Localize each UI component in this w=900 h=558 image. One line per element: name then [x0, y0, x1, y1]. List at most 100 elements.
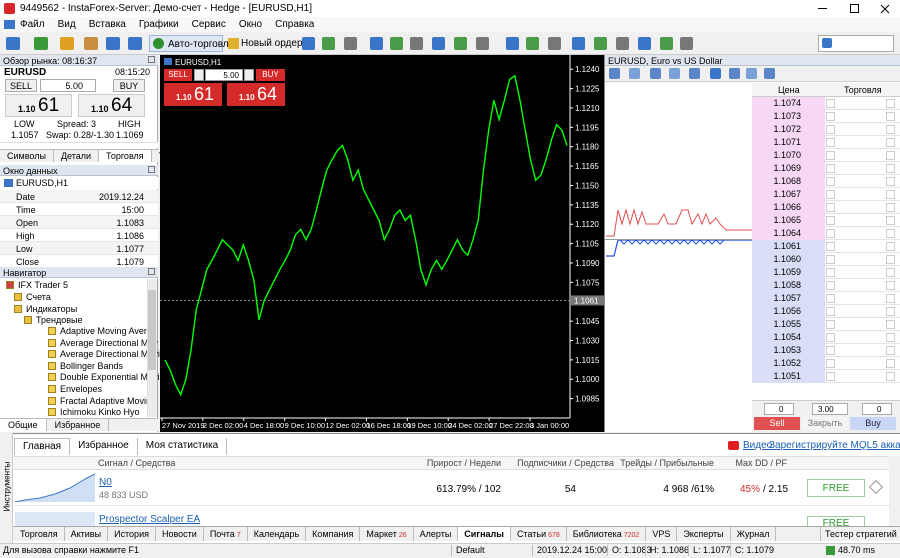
dom-buy-arrow[interactable]: [886, 177, 895, 186]
tab[interactable]: Новости: [156, 527, 204, 541]
mw-buy-button[interactable]: BUY: [113, 79, 145, 92]
video-link[interactable]: Видео: [743, 440, 773, 451]
toolbar-icon[interactable]: [106, 37, 120, 50]
tree-label[interactable]: Average Directional Mov: [60, 337, 158, 348]
toolbar-icon[interactable]: [660, 37, 673, 50]
subscribe-button[interactable]: FREE: [807, 516, 865, 526]
toolbar-icon[interactable]: [302, 37, 315, 50]
subscribe-button[interactable]: FREE: [807, 479, 865, 497]
menu-item[interactable]: Файл: [20, 19, 45, 30]
mw-volume[interactable]: 5.00: [40, 79, 96, 92]
dom-buy-arrow[interactable]: [886, 138, 895, 147]
dom-sell-button[interactable]: Sell: [754, 417, 800, 430]
toolbar-icon[interactable]: [454, 37, 467, 50]
dom-sell-arrow[interactable]: [826, 294, 835, 303]
menu-item[interactable]: Справка: [275, 19, 315, 30]
tab[interactable]: Активы: [65, 527, 109, 541]
dom-sell-arrow[interactable]: [826, 112, 835, 121]
oc-spin[interactable]: [194, 69, 204, 81]
dom-sell-arrow[interactable]: [826, 203, 835, 212]
dom-buy-arrow[interactable]: [886, 242, 895, 251]
dom-buy-button[interactable]: Buy: [850, 417, 896, 430]
dom-sell-arrow[interactable]: [826, 320, 835, 329]
tab[interactable]: Почта 7: [204, 527, 248, 541]
menu-item[interactable]: Окно: [238, 19, 263, 30]
tab[interactable]: Статьи 678: [511, 527, 567, 541]
dom-close-button[interactable]: Закрыть: [802, 417, 848, 430]
panel-close[interactable]: [148, 56, 155, 63]
dom-buy-arrow[interactable]: [886, 164, 895, 173]
strategy-tester-tab[interactable]: Тестер стратегий: [820, 527, 900, 541]
toolbar-icon[interactable]: [650, 68, 661, 79]
tree-label[interactable]: Индикаторы: [26, 304, 78, 314]
oc-ask-quote[interactable]: 1.10 64: [227, 83, 285, 106]
dom-sell-arrow[interactable]: [826, 372, 835, 381]
dom-sell-arrow[interactable]: [826, 151, 835, 160]
toolbar-icon[interactable]: [432, 37, 445, 50]
toolbar-icon[interactable]: [128, 37, 142, 50]
tab[interactable]: Избранное: [70, 438, 138, 455]
mw-sell-button[interactable]: SELL: [5, 79, 37, 92]
dom-buy-arrow[interactable]: [886, 255, 895, 264]
toolbar-icon[interactable]: [410, 37, 423, 50]
oc-bid-quote[interactable]: 1.10 61: [164, 83, 222, 106]
toolbar-icon[interactable]: [370, 37, 383, 50]
dom-sell-arrow[interactable]: [826, 333, 835, 342]
tab[interactable]: Эксперты: [677, 527, 731, 541]
register-link[interactable]: Зарегистрируйте MQL5 аккаунт: [769, 440, 900, 451]
dom-sell-arrow[interactable]: [826, 242, 835, 251]
oc-buy-button[interactable]: BUY: [256, 69, 285, 81]
toolbar-icon[interactable]: [526, 37, 539, 50]
dom-buy-arrow[interactable]: [886, 229, 895, 238]
search-box[interactable]: [818, 35, 894, 52]
toolbar-icon[interactable]: [390, 37, 403, 50]
toolbar-icon[interactable]: [84, 37, 98, 50]
oc-sell-button[interactable]: SELL: [164, 69, 192, 81]
signal-name[interactable]: N0: [99, 477, 112, 488]
dom-sell-arrow[interactable]: [826, 268, 835, 277]
dom-buy-arrow[interactable]: [886, 333, 895, 342]
tree-label[interactable]: IFX Trader 5: [18, 280, 69, 290]
tab[interactable]: Сигналы: [458, 527, 511, 541]
toolbar-icon[interactable]: [60, 37, 74, 50]
toolbar-icon[interactable]: [609, 68, 620, 79]
toolbar-icon[interactable]: [638, 37, 651, 50]
oc-spin[interactable]: [244, 69, 254, 81]
dom-buy-arrow[interactable]: [886, 281, 895, 290]
tab[interactable]: Маркет 26: [360, 527, 414, 541]
dom-buy-arrow[interactable]: [886, 125, 895, 134]
menu-item[interactable]: Вид: [57, 19, 76, 30]
tab[interactable]: Детали: [54, 150, 100, 162]
toolbar-icon[interactable]: [764, 68, 775, 79]
dom-sell-arrow[interactable]: [826, 255, 835, 264]
dom-sell-arrow[interactable]: [826, 99, 835, 108]
toolbar-icon[interactable]: [572, 37, 585, 50]
mw-bid-quote[interactable]: 1.10 61: [5, 94, 72, 117]
dom-buy-arrow[interactable]: [886, 320, 895, 329]
tab[interactable]: Журнал: [731, 527, 777, 541]
tab[interactable]: История: [108, 527, 156, 541]
panel-close[interactable]: [148, 268, 155, 275]
dom-sell-arrow[interactable]: [826, 307, 835, 316]
tree-label[interactable]: Adaptive Moving Averag: [60, 326, 157, 336]
dom-buy-arrow[interactable]: [886, 203, 895, 212]
dom-tp[interactable]: 0: [862, 403, 892, 415]
toolbar-icon[interactable]: [746, 68, 757, 79]
tab[interactable]: Библиотека 7202: [567, 527, 647, 541]
mw-ask-quote[interactable]: 1.10 64: [78, 94, 145, 117]
toolbar-icon[interactable]: [506, 37, 519, 50]
dom-buy-arrow[interactable]: [886, 190, 895, 199]
tab[interactable]: Календарь: [248, 527, 307, 541]
minimize-button[interactable]: [818, 8, 827, 9]
menu-item[interactable]: Сервис: [191, 19, 226, 30]
dom-buy-arrow[interactable]: [886, 294, 895, 303]
toolbar-icon[interactable]: [34, 37, 48, 50]
toolbar-icon[interactable]: [629, 68, 640, 79]
toolbar-icon[interactable]: [594, 37, 607, 50]
tab[interactable]: Алерты: [414, 527, 459, 541]
tree-label[interactable]: Счета: [26, 292, 51, 302]
new-order-button[interactable]: Новый ордер: [225, 35, 303, 52]
dom-sell-arrow[interactable]: [826, 138, 835, 147]
tab[interactable]: Торговля: [99, 150, 152, 162]
signal-name[interactable]: Prospector Scalper EA: [99, 514, 201, 525]
